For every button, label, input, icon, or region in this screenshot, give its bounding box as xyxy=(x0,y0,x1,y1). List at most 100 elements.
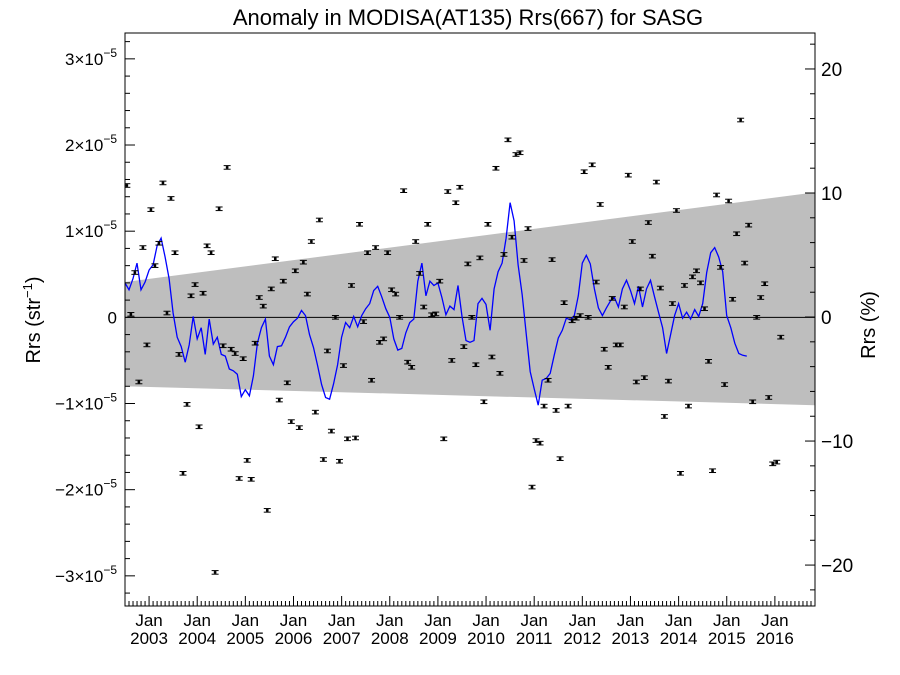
point-marker xyxy=(390,288,393,292)
data-point xyxy=(368,377,376,383)
data-point xyxy=(636,286,644,292)
data-point xyxy=(347,283,355,288)
point-marker xyxy=(647,221,650,224)
point-marker xyxy=(482,400,486,404)
data-point xyxy=(721,382,729,387)
data-point xyxy=(207,250,215,256)
data-point xyxy=(243,458,251,463)
data-point xyxy=(311,409,319,415)
data-point xyxy=(279,278,287,284)
data-point xyxy=(211,570,219,575)
data-point xyxy=(412,239,420,244)
point-marker xyxy=(169,197,173,200)
y-left-tick-exponent: −5 xyxy=(103,563,117,577)
data-point xyxy=(307,239,315,244)
point-marker xyxy=(458,185,462,189)
data-point xyxy=(380,336,388,342)
uncertainty-band xyxy=(125,192,815,406)
data-point xyxy=(263,508,271,513)
point-marker xyxy=(362,320,365,323)
point-marker xyxy=(643,376,646,379)
data-point xyxy=(472,362,480,368)
x-tick-label-month: Jan xyxy=(232,611,259,630)
point-marker xyxy=(735,232,738,236)
y-axis-left-label-main: Rrs (str xyxy=(23,298,45,364)
point-marker xyxy=(290,420,293,423)
y-left-tick-exponent: −5 xyxy=(103,132,117,146)
x-tick-label-year: 2010 xyxy=(467,629,505,648)
point-marker xyxy=(378,341,381,344)
point-marker xyxy=(129,313,133,316)
data-point xyxy=(652,179,660,185)
x-tick-label-year: 2008 xyxy=(371,629,409,648)
point-marker xyxy=(394,292,397,296)
data-point xyxy=(203,243,211,249)
data-point xyxy=(556,456,564,461)
point-marker xyxy=(338,459,341,463)
data-point xyxy=(757,295,765,300)
data-point xyxy=(315,217,323,223)
data-point xyxy=(199,290,207,296)
data-point xyxy=(167,196,175,201)
point-marker xyxy=(330,429,333,433)
point-marker xyxy=(590,163,594,167)
point-marker xyxy=(586,316,590,319)
data-point xyxy=(444,189,452,194)
data-point xyxy=(352,435,360,441)
point-marker xyxy=(125,184,129,187)
data-point xyxy=(227,346,235,352)
data-point xyxy=(251,340,259,346)
plot-area xyxy=(124,32,816,607)
point-marker xyxy=(470,316,474,319)
data-point xyxy=(335,458,343,464)
point-marker xyxy=(370,378,373,382)
data-point xyxy=(291,268,299,274)
data-point xyxy=(319,457,327,462)
data-point xyxy=(572,315,580,321)
point-marker xyxy=(430,313,434,317)
point-marker xyxy=(494,166,498,170)
data-point xyxy=(143,342,151,348)
y-axis-right-label: Rrs (%) xyxy=(858,291,880,359)
data-point xyxy=(592,279,600,285)
y-left-tick-mantissa: −2×10 xyxy=(55,481,103,500)
x-tick-label-month: Jan xyxy=(280,611,307,630)
point-marker xyxy=(177,353,181,356)
data-point xyxy=(777,334,785,340)
data-point xyxy=(648,253,656,259)
point-marker xyxy=(763,282,766,286)
y-left-tick-exponent: −5 xyxy=(103,46,117,60)
data-point xyxy=(564,403,572,409)
point-marker xyxy=(578,314,582,317)
point-marker xyxy=(739,118,742,122)
data-point xyxy=(701,306,709,312)
data-point xyxy=(520,258,528,263)
point-marker xyxy=(598,203,602,206)
data-point xyxy=(725,198,733,204)
point-marker xyxy=(269,287,273,291)
data-point xyxy=(516,150,524,156)
data-point xyxy=(749,399,757,405)
data-point xyxy=(753,315,761,320)
point-marker xyxy=(651,254,654,258)
data-point xyxy=(660,414,668,419)
point-marker xyxy=(695,269,698,273)
point-marker xyxy=(711,469,714,473)
y-left-tick-label: −3×10−5 xyxy=(55,563,117,586)
point-marker xyxy=(181,472,185,475)
point-marker xyxy=(446,190,450,193)
point-marker xyxy=(386,251,389,255)
data-point xyxy=(464,261,472,267)
y-axis-right: 20 10 0 −10 −20 xyxy=(805,43,853,591)
data-point xyxy=(536,440,544,446)
point-marker xyxy=(530,485,534,489)
point-marker xyxy=(153,264,157,267)
data-point xyxy=(372,245,380,250)
data-point xyxy=(432,311,440,317)
x-tick-label-month: Jan xyxy=(665,611,692,630)
data-point xyxy=(713,192,721,198)
data-point xyxy=(452,200,460,206)
point-marker xyxy=(438,279,442,283)
point-marker xyxy=(298,426,301,429)
data-point xyxy=(608,296,616,301)
